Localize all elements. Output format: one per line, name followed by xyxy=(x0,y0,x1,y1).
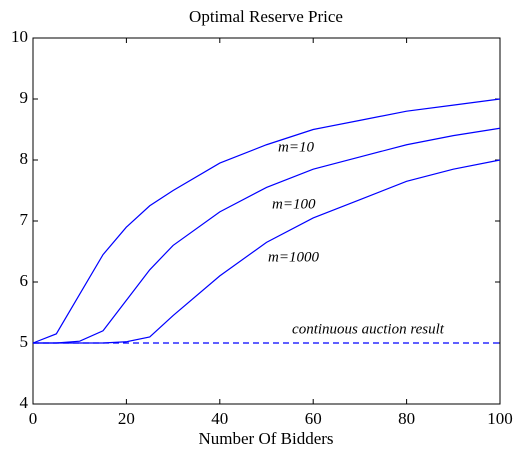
series-label: m=100 xyxy=(272,196,316,212)
y-tick-label: 6 xyxy=(20,271,29,290)
chart-title: Optimal Reserve Price xyxy=(189,7,343,26)
x-tick-label: 60 xyxy=(305,409,322,428)
y-tick-label: 4 xyxy=(20,393,29,412)
series-line xyxy=(33,127,501,344)
x-tick-label: 0 xyxy=(29,409,38,428)
x-tick-label: 40 xyxy=(211,409,228,428)
x-tick-label: 80 xyxy=(398,409,415,428)
series-label: continuous auction result xyxy=(292,321,445,337)
x-axis-label: Number Of Bidders xyxy=(198,429,333,448)
y-tick-label: 8 xyxy=(20,149,29,168)
series-line xyxy=(32,98,501,344)
y-tick-label: 10 xyxy=(11,27,28,46)
x-tick-label: 100 xyxy=(487,409,513,428)
y-tick-label: 7 xyxy=(20,210,29,229)
x-tick-label: 20 xyxy=(118,409,135,428)
series-label: m=1000 xyxy=(268,249,319,265)
series-label: m=10 xyxy=(278,139,314,155)
y-tick-label: 5 xyxy=(20,332,29,351)
y-tick-label: 9 xyxy=(20,88,29,107)
plot-box xyxy=(32,37,501,405)
